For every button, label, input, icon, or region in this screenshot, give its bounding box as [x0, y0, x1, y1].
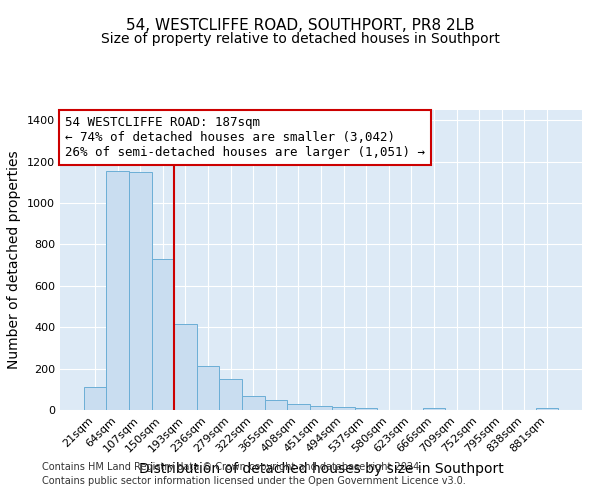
Bar — [197, 366, 220, 410]
Text: 54, WESTCLIFFE ROAD, SOUTHPORT, PR8 2LB: 54, WESTCLIFFE ROAD, SOUTHPORT, PR8 2LB — [125, 18, 475, 32]
Bar — [106, 171, 129, 410]
X-axis label: Distribution of detached houses by size in Southport: Distribution of detached houses by size … — [139, 462, 503, 476]
Bar — [84, 387, 106, 410]
Text: Size of property relative to detached houses in Southport: Size of property relative to detached ho… — [101, 32, 499, 46]
Bar — [242, 396, 265, 410]
Bar — [310, 406, 332, 410]
Bar — [536, 408, 558, 410]
Bar — [129, 172, 152, 410]
Bar — [422, 408, 445, 410]
Bar — [287, 404, 310, 410]
Bar — [265, 400, 287, 410]
Y-axis label: Number of detached properties: Number of detached properties — [7, 150, 22, 370]
Bar — [332, 408, 355, 410]
Text: 54 WESTCLIFFE ROAD: 187sqm
← 74% of detached houses are smaller (3,042)
26% of s: 54 WESTCLIFFE ROAD: 187sqm ← 74% of deta… — [65, 116, 425, 159]
Bar — [174, 324, 197, 410]
Bar — [355, 408, 377, 410]
Bar — [220, 379, 242, 410]
Text: Contains HM Land Registry data © Crown copyright and database right 2024.: Contains HM Land Registry data © Crown c… — [42, 462, 422, 472]
Text: Contains public sector information licensed under the Open Government Licence v3: Contains public sector information licen… — [42, 476, 466, 486]
Bar — [152, 259, 174, 410]
